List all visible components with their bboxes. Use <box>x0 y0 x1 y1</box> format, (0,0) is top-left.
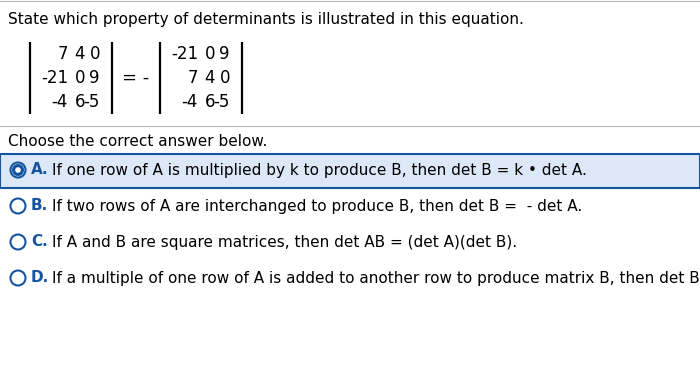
Text: If two rows of A are interchanged to produce B, then det B =  - det A.: If two rows of A are interchanged to pro… <box>52 199 582 213</box>
Text: Choose the correct answer below.: Choose the correct answer below. <box>8 134 267 149</box>
Text: 0: 0 <box>204 45 215 63</box>
Text: 4: 4 <box>74 45 85 63</box>
Text: 6: 6 <box>74 93 85 111</box>
Text: 0: 0 <box>74 69 85 87</box>
Text: -5: -5 <box>214 93 230 111</box>
Text: State which property of determinants is illustrated in this equation.: State which property of determinants is … <box>8 12 524 27</box>
Text: If A and B are square matrices, then det AB = (det A)(det B).: If A and B are square matrices, then det… <box>52 234 517 250</box>
Text: -4: -4 <box>52 93 68 111</box>
Text: 7: 7 <box>57 45 68 63</box>
Text: -21: -21 <box>171 45 198 63</box>
Text: C.: C. <box>31 234 48 250</box>
Text: 6: 6 <box>204 93 215 111</box>
Text: = -: = - <box>122 69 149 87</box>
Text: 9: 9 <box>220 45 230 63</box>
Text: 0: 0 <box>220 69 230 87</box>
Text: If one row of A is multiplied by k to produce B, then det B = k • det A.: If one row of A is multiplied by k to pr… <box>52 163 587 178</box>
Text: A.: A. <box>31 163 48 178</box>
Text: D.: D. <box>31 271 49 285</box>
Text: -5: -5 <box>83 93 100 111</box>
Text: B.: B. <box>31 199 48 213</box>
Text: 4: 4 <box>204 69 215 87</box>
Circle shape <box>15 167 21 173</box>
Text: -4: -4 <box>181 93 198 111</box>
Text: If a multiple of one row of A is added to another row to produce matrix B, then : If a multiple of one row of A is added t… <box>52 271 700 285</box>
FancyBboxPatch shape <box>0 154 700 188</box>
Text: 0: 0 <box>90 45 100 63</box>
Circle shape <box>12 164 24 176</box>
Text: 7: 7 <box>188 69 198 87</box>
Text: 9: 9 <box>90 69 100 87</box>
Text: -21: -21 <box>41 69 68 87</box>
